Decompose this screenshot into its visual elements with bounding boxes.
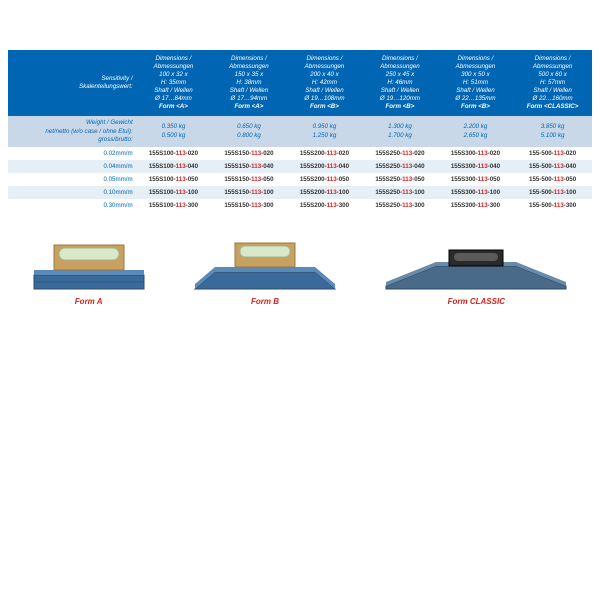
weight-2: 0.950 kg1.250 kg — [287, 116, 363, 146]
form-b-icon — [190, 237, 340, 292]
form-a-icon — [29, 237, 149, 292]
part-number: 155S200-113-020 — [287, 147, 363, 160]
sensitivity-value: 0.05mm/m — [8, 173, 136, 186]
sensitivity-value: 0.10mm/m — [8, 186, 136, 199]
part-number: 155-500-113-040 — [513, 160, 592, 173]
part-number: 155S300-113-300 — [438, 199, 514, 212]
part-number: 155S150-113-020 — [211, 147, 287, 160]
product-illustrations: Form A Form B Form CLASSIC — [8, 237, 592, 306]
product-form-a: Form A — [29, 237, 149, 306]
spec-table: Sensitivity /Skalenteilungswert: Dimensi… — [8, 50, 592, 212]
part-number: 155S300-113-050 — [438, 173, 514, 186]
part-number: 155S200-113-040 — [287, 160, 363, 173]
part-number: 155S150-113-100 — [211, 186, 287, 199]
table-row: 0.02mm/m155S100-113-020155S150-113-02015… — [8, 147, 592, 160]
part-number: 155S100-113-300 — [136, 199, 212, 212]
part-number: 155S150-113-040 — [211, 160, 287, 173]
part-number: 155S250-113-050 — [362, 173, 438, 186]
part-number: 155S250-113-300 — [362, 199, 438, 212]
table-row: 0.05mm/m155S100-113-050155S150-113-05015… — [8, 173, 592, 186]
part-number: 155S250-113-100 — [362, 186, 438, 199]
header-dim-5: Dimensions /Abmessungen500 x 60 xH: 57mm… — [513, 50, 592, 116]
weight-1: 0.650 kg0.800 kg — [211, 116, 287, 146]
table-row: 0.30mm/m155S100-113-300155S150-113-30015… — [8, 199, 592, 212]
table-weight-row: Weight / Gewichtnet/netto (w/o case / oh… — [8, 116, 592, 146]
part-number: 155-500-113-300 — [513, 199, 592, 212]
form-classic-icon — [381, 244, 571, 292]
part-number: 155-500-113-050 — [513, 173, 592, 186]
weight-0: 0.350 kg0.500 kg — [136, 116, 212, 146]
part-number: 155S250-113-020 — [362, 147, 438, 160]
table-header-row: Sensitivity /Skalenteilungswert: Dimensi… — [8, 50, 592, 116]
header-dim-3: Dimensions /Abmessungen250 x 45 xH: 46mm… — [362, 50, 438, 116]
part-number: 155S200-113-300 — [287, 199, 363, 212]
weight-3: 1.300 kg1.700 kg — [362, 116, 438, 146]
weight-label: Weight / Gewichtnet/netto (w/o case / oh… — [8, 116, 136, 146]
form-classic-label: Form CLASSIC — [381, 297, 571, 306]
table-row: 0.10mm/m155S100-113-100155S150-113-10015… — [8, 186, 592, 199]
part-number: 155S100-113-020 — [136, 147, 212, 160]
part-number: 155S150-113-050 — [211, 173, 287, 186]
weight-4: 2.200 kg2.650 kg — [438, 116, 514, 146]
sensitivity-value: 0.04mm/m — [8, 160, 136, 173]
part-number: 155S100-113-050 — [136, 173, 212, 186]
header-dim-2: Dimensions /Abmessungen200 x 40 xH: 42mm… — [287, 50, 363, 116]
header-dim-1: Dimensions /Abmessungen150 x 35 xH: 38mm… — [211, 50, 287, 116]
weight-5: 3.850 kg5.100 kg — [513, 116, 592, 146]
part-number: 155-500-113-020 — [513, 147, 592, 160]
table-row: 0.04mm/m155S100-113-040155S150-113-04015… — [8, 160, 592, 173]
header-dim-0: Dimensions /Abmessungen100 x 32 xH: 35mm… — [136, 50, 212, 116]
sensitivity-value: 0.30mm/m — [8, 199, 136, 212]
header-sensitivity: Sensitivity /Skalenteilungswert: — [8, 50, 136, 116]
product-form-b: Form B — [190, 237, 340, 306]
part-number: 155-500-113-100 — [513, 186, 592, 199]
part-number: 155S100-113-100 — [136, 186, 212, 199]
part-number: 155S200-113-050 — [287, 173, 363, 186]
form-b-label: Form B — [190, 297, 340, 306]
header-dim-4: Dimensions /Abmessungen300 x 50 xH: 51mm… — [438, 50, 514, 116]
sensitivity-value: 0.02mm/m — [8, 147, 136, 160]
form-a-label: Form A — [29, 297, 149, 306]
part-number: 155S300-113-040 — [438, 160, 514, 173]
part-number: 155S100-113-040 — [136, 160, 212, 173]
part-number: 155S300-113-100 — [438, 186, 514, 199]
part-number: 155S150-113-300 — [211, 199, 287, 212]
product-form-classic: Form CLASSIC — [381, 244, 571, 306]
part-number: 155S250-113-040 — [362, 160, 438, 173]
part-number: 155S200-113-100 — [287, 186, 363, 199]
part-number: 155S300-113-020 — [438, 147, 514, 160]
